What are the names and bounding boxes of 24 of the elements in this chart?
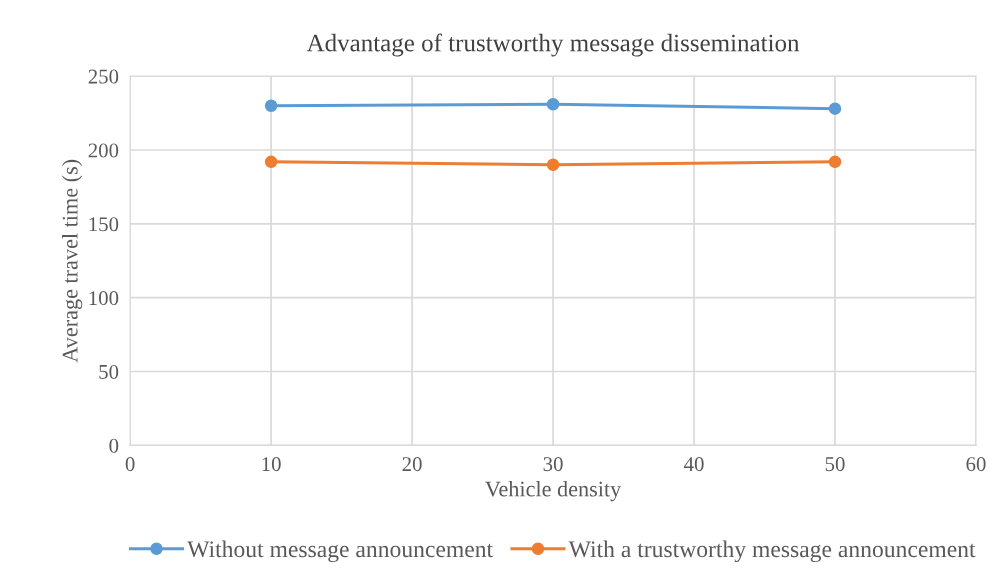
x-tick-label: 0 [125,457,135,472]
y-tick-label: 100 [89,291,119,306]
point [546,158,560,172]
x-tick-label: 50 [825,457,845,472]
y-tick-label: 200 [88,143,119,158]
x-tick-label: 40 [684,457,704,472]
point [828,102,842,115]
y-tick-label: 150 [89,217,119,232]
x-axis-title: Vehicle density [485,480,622,502]
y-tick-label: 250 [88,69,119,84]
y-tick-label: 50 [99,364,119,379]
x-tick-label: 10 [262,457,281,472]
legend-label: With a trustworthy message announcement [568,540,976,563]
chart-title: Advantage of trustworthy message dissemination [306,33,800,57]
legend-label: Without message announcement [187,540,493,563]
x-tick-label: 30 [543,457,563,472]
point [264,99,278,112]
x-tick-label: 60 [966,457,986,472]
point [264,155,278,169]
point [828,155,842,169]
x-tick-label: 20 [402,457,422,472]
point [546,97,560,111]
y-axis-title: Average travel time (s) [62,159,83,363]
y-tick-label: 0 [109,438,119,453]
